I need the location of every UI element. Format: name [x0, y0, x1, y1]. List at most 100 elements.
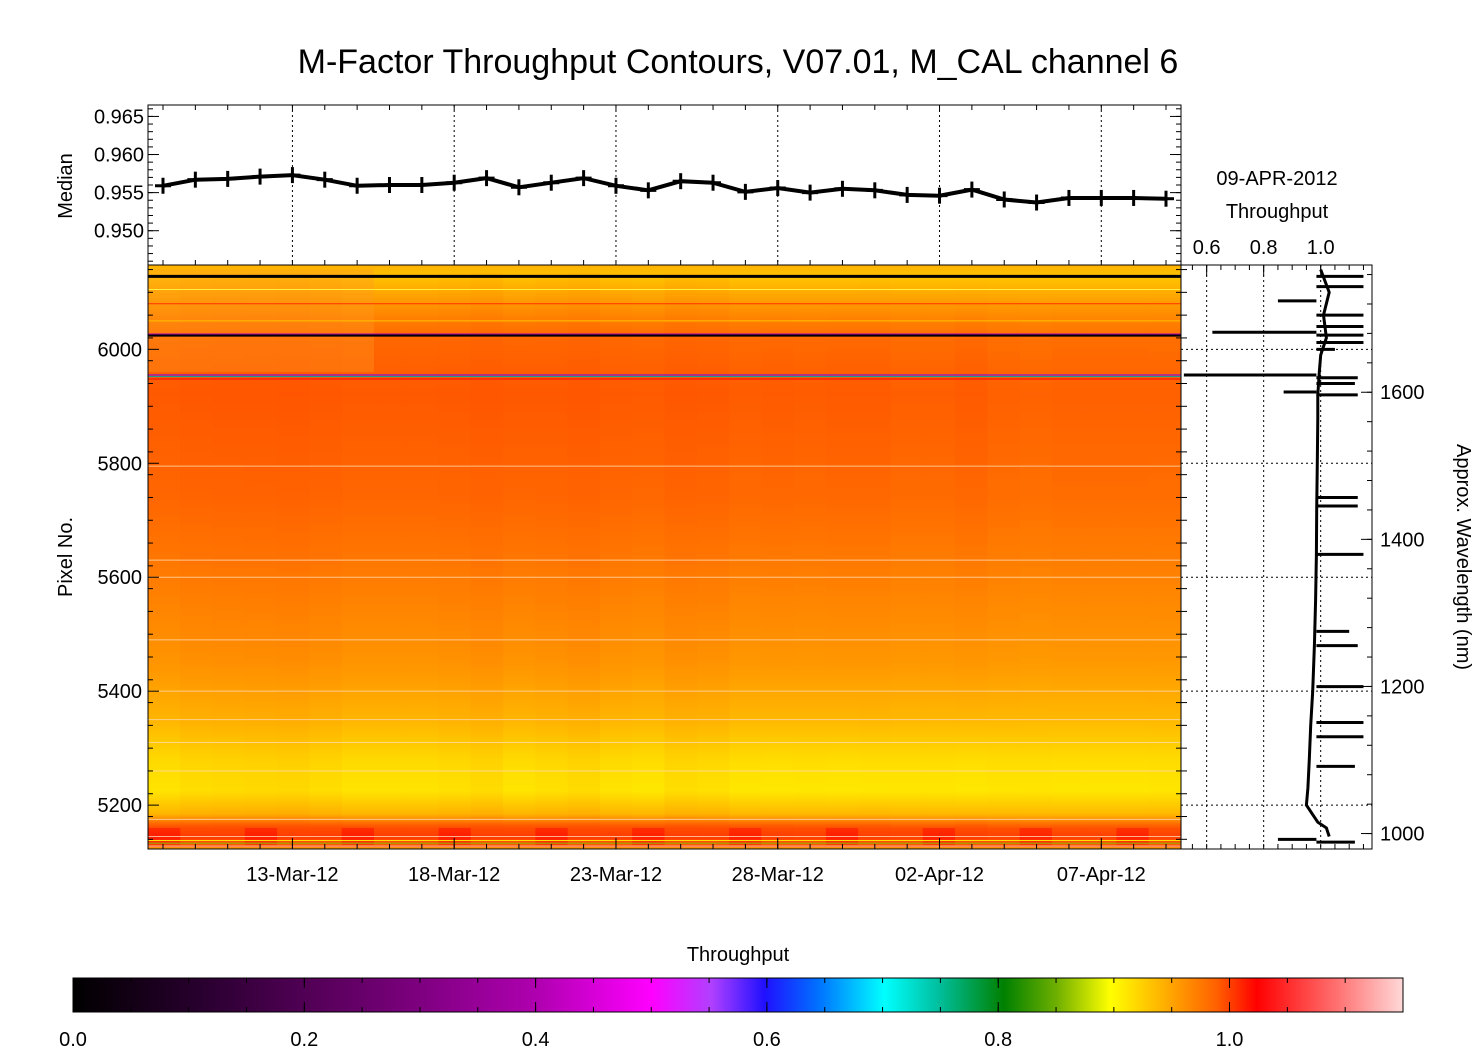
heatmap-column: [1051, 273, 1085, 841]
heatmap-column: [503, 273, 535, 841]
heatmap-column: [180, 273, 213, 841]
median-point: [478, 170, 495, 187]
median-point: [1060, 189, 1077, 206]
median-point: [155, 177, 171, 194]
heatmap-column: [1019, 273, 1052, 841]
contour-x-tick-label: 07-Apr-12: [1057, 864, 1146, 886]
heatmap-column: [212, 273, 245, 841]
median-point: [607, 177, 624, 194]
side-x-axis: 0.6 0.8 1.0: [1181, 237, 1364, 849]
contour-y-tick-label: 5200: [98, 795, 143, 817]
colorbar-tick-label: 0.2: [290, 1029, 318, 1051]
median-point: [413, 177, 430, 193]
colorbar-tick-label: 0.4: [522, 1029, 550, 1051]
median-point: [672, 173, 689, 190]
contour-x-axis: 13-Mar-12 18-Mar-12 23-Mar-12 28-Mar-12 02-A…: [162, 838, 1167, 886]
colorbar-tick-label: 0.0: [59, 1029, 87, 1051]
heatmap-column: [374, 273, 406, 841]
contour-heatmap: [148, 265, 1181, 849]
median-point: [769, 180, 786, 197]
contour-y-axis: 6000 5800 5600 5400 5200: [98, 269, 1181, 840]
side-frame: [1180, 264, 1373, 850]
median-point: [705, 174, 722, 191]
median-point: [866, 182, 883, 199]
heatmap-column: [438, 273, 471, 841]
side-x-tick-label: 0.8: [1250, 237, 1278, 259]
median-y-tick-label: 0.955: [94, 183, 144, 205]
heatmap-column: [858, 273, 890, 841]
heatmap-column: [470, 273, 504, 841]
median-point: [931, 187, 948, 204]
heatmap-column: [406, 273, 438, 841]
heatmap-column: [696, 273, 730, 841]
colorbar: Throughput 0.0 0.2 0.4 0.6 0.8 1.0: [59, 944, 1404, 1051]
colorbar-tick-label: 1.0: [1216, 1029, 1244, 1051]
median-ylabel: Median: [55, 153, 77, 219]
wavelength-tick-label: 1400: [1380, 529, 1425, 551]
median-series-line: [162, 173, 1167, 205]
side-throughput-profile: [1304, 269, 1331, 837]
contour-x-tick-label: 18-Mar-12: [408, 864, 500, 886]
contour-y-tick-label: 6000: [98, 339, 143, 361]
median-point: [996, 191, 1013, 208]
side-gridlines: [1181, 265, 1372, 849]
heatmap-column: [277, 273, 310, 841]
median-point: [381, 177, 398, 193]
side-x-tick-label: 0.6: [1193, 237, 1221, 259]
contour-x-tick-label: 13-Mar-12: [246, 864, 338, 886]
side-wavelength-axis: 1600 1400 1200 1000: [1361, 274, 1425, 846]
contour-y-tick-label: 5600: [98, 567, 143, 589]
side-panel-label: Throughput: [1226, 201, 1329, 223]
heatmap-column-variations: [148, 269, 1181, 846]
side-x-tick-label: 1.0: [1307, 237, 1335, 259]
heatmap-column: [1084, 273, 1117, 841]
median-point: [834, 180, 851, 197]
colorbar-label: Throughput: [687, 944, 790, 966]
colorbar-gradient: [72, 977, 1404, 1013]
median-y-tick-label: 0.950: [94, 221, 144, 243]
median-point: [963, 181, 980, 198]
heatmap-column: [922, 273, 956, 841]
heatmap-column: [1116, 273, 1149, 841]
heatmap-column: [987, 273, 1020, 841]
median-point: [349, 177, 366, 194]
contour-x-tick-label: 02-Apr-12: [895, 864, 984, 886]
heatmap-column: [567, 273, 600, 841]
median-y-tick-label: 0.965: [94, 106, 144, 128]
contour-y-tick-label: 5400: [98, 681, 143, 703]
median-point: [187, 171, 204, 188]
median-point: [802, 184, 819, 201]
contour-x-tick-label: 23-Mar-12: [570, 864, 662, 886]
side-y2-label: Approx. Wavelength (nm): [1452, 444, 1474, 670]
median-point: [446, 174, 463, 191]
median-point: [284, 167, 301, 184]
heatmap-column: [890, 273, 923, 841]
heatmap-column: [664, 273, 697, 841]
heatmap-column: [600, 273, 632, 841]
side-panel: 09-APR-2012 Throughput 0.6 0.8 1.0 1600 140…: [1180, 168, 1474, 850]
contour-y-tick-label: 5800: [98, 453, 143, 475]
median-point: [1125, 189, 1142, 206]
heatmap-column: [309, 273, 342, 841]
median-point: [575, 170, 592, 187]
median-point: [1028, 194, 1045, 211]
side-panel-date: 09-APR-2012: [1216, 168, 1337, 190]
median-markers: [155, 167, 1174, 211]
median-point: [737, 183, 754, 200]
colorbar-axis: 0.0 0.2 0.4 0.6 0.8 1.0: [59, 978, 1404, 1051]
heatmap-column: [535, 273, 568, 841]
median-point: [316, 171, 333, 188]
heatmap-column: [729, 273, 761, 841]
median-point: [1093, 189, 1110, 206]
contour-x-tick-label: 28-Mar-12: [732, 864, 824, 886]
median-point: [252, 168, 269, 185]
median-point: [640, 182, 657, 199]
contour-panel: 6000 5800 5600 5400 5200 13-Mar-12 18-Mar-12 2…: [55, 264, 1182, 886]
contour-ylabel: Pixel No.: [55, 517, 77, 597]
heatmap-column: [632, 273, 664, 841]
heatmap-column: [1148, 273, 1181, 841]
median-point: [510, 179, 527, 196]
wavelength-tick-label: 1600: [1380, 382, 1425, 404]
heatmap-column: [794, 273, 826, 841]
